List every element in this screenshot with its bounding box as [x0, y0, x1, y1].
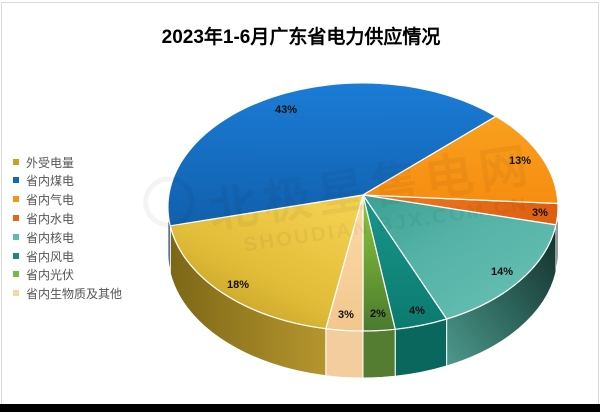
svg-text:43%: 43% — [275, 104, 297, 116]
svg-text:4%: 4% — [409, 305, 425, 317]
svg-text:3%: 3% — [338, 309, 354, 321]
svg-text:14%: 14% — [491, 266, 513, 278]
svg-text:3%: 3% — [532, 207, 548, 219]
svg-text:18%: 18% — [227, 279, 249, 291]
svg-text:2%: 2% — [370, 308, 386, 320]
svg-text:13%: 13% — [509, 155, 531, 167]
